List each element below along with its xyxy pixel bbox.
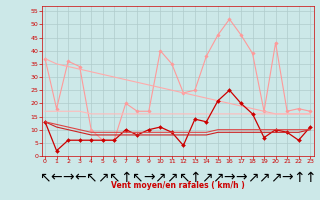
X-axis label: Vent moyen/en rafales ( km/h ): Vent moyen/en rafales ( km/h ) [111,181,244,190]
